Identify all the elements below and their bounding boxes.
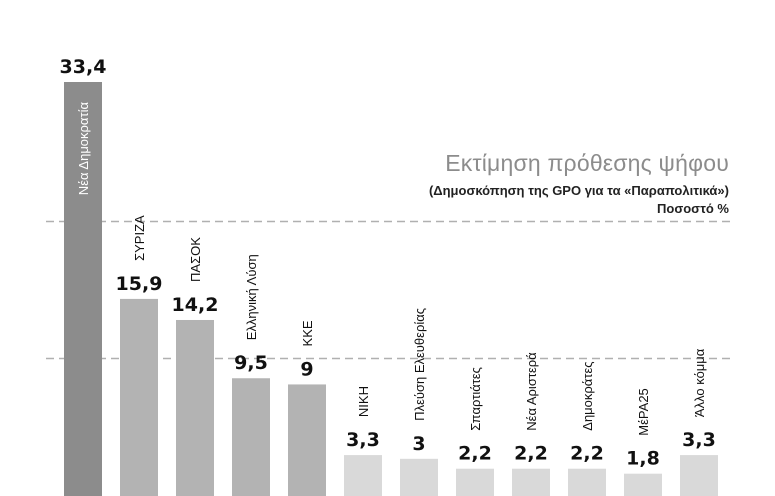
- bar-2: [120, 298, 158, 496]
- category-label-6: ΝΙΚΗ: [356, 386, 371, 417]
- bar-4: [232, 378, 270, 496]
- bar-7: [400, 458, 438, 496]
- bar-8: [456, 468, 494, 496]
- value-label-5: 9: [300, 358, 313, 380]
- chart-subtitle: (Δημοσκόπηση της GPO για τα «Παραπολιτικ…: [428, 183, 729, 198]
- value-label-3: 14,2: [172, 294, 219, 316]
- bars: [64, 82, 718, 496]
- value-label-4: 9,5: [234, 352, 268, 374]
- category-label-4: Ελληνική Λύση: [244, 254, 259, 340]
- value-label-2: 15,9: [116, 273, 163, 295]
- category-label-3: ΠΑΣΟΚ: [188, 237, 203, 282]
- value-label-1: 33,4: [60, 56, 107, 78]
- bar-11: [624, 473, 662, 496]
- category-label-12: Άλλο κόμμα: [692, 348, 707, 417]
- bar-10: [568, 468, 606, 496]
- bar-3: [176, 319, 214, 496]
- category-label-1: Νέα Δημοκρατία: [76, 102, 91, 196]
- category-label-10: Δημοκράτες: [580, 361, 595, 430]
- gridlines: [46, 220, 730, 360]
- title-block: Εκτίμηση πρόθεσης ψήφου (Δημοσκόπηση της…: [429, 150, 729, 216]
- value-label-10: 2,2: [570, 443, 604, 465]
- value-label-12: 3,3: [682, 429, 716, 451]
- bar-9: [512, 468, 550, 496]
- category-label-9: Νέα Αριστερά: [524, 352, 539, 431]
- labels: 33,4 Νέα Δημοκρατία 15,9 ΣΥΡΙΖΑ 14,2 ΠΑΣΟΚ 9,5…: [60, 56, 716, 470]
- value-label-9: 2,2: [514, 443, 548, 465]
- bar-6: [344, 455, 382, 496]
- bar-12: [680, 455, 718, 496]
- bar-1: [64, 82, 102, 496]
- bar-5: [288, 384, 326, 496]
- value-label-11: 1,8: [626, 448, 660, 470]
- category-label-7: Πλεύση Ελευθερίας: [412, 308, 427, 421]
- value-label-7: 3: [412, 433, 425, 455]
- value-label-8: 2,2: [458, 443, 492, 465]
- category-label-8: Σπαρτιάτες: [468, 367, 483, 431]
- value-label-6: 3,3: [346, 429, 380, 451]
- chart-title: Εκτίμηση πρόθεσης ψήφου: [445, 150, 729, 176]
- category-label-2: ΣΥΡΙΖΑ: [132, 215, 147, 261]
- category-label-11: ΜέΡΑ25: [636, 388, 651, 435]
- unit-label: Ποσοστό %: [657, 201, 729, 216]
- category-label-5: ΚΚΕ: [300, 320, 315, 346]
